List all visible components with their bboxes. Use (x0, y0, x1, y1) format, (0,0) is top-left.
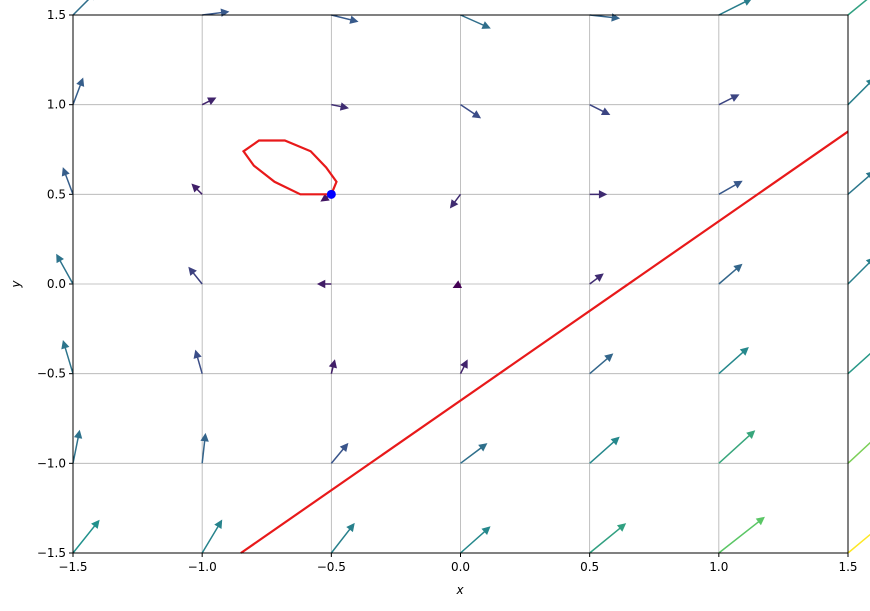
quiver-arrow (188, 266, 203, 285)
quiver-arrow (589, 190, 608, 199)
x-tick-label: −1.0 (188, 560, 217, 574)
y-tick-label: −1.5 (37, 546, 66, 560)
quiver-arrow (847, 352, 870, 375)
trajectory (241, 139, 338, 196)
y-tick-label: 1.0 (47, 98, 66, 112)
quiver-arrow (320, 193, 332, 202)
quiver-arrow (200, 432, 209, 464)
quiver-arrow (460, 14, 491, 29)
quiver-arrow (191, 183, 203, 195)
quiver-arrow (193, 349, 203, 374)
quiver-arrow (718, 94, 740, 106)
quiver-arrow (718, 516, 765, 554)
quiver-arrow (718, 346, 749, 375)
x-axis-label: x (455, 583, 464, 597)
x-tick-label: −0.5 (317, 560, 346, 574)
x-tick-label: 0.0 (451, 560, 470, 574)
start-point (326, 189, 336, 199)
quiver-arrow (56, 253, 74, 285)
quiver-arrow (718, 263, 743, 285)
quiver-arrow (589, 353, 614, 375)
quiver-arrow (330, 442, 349, 464)
y-tick-label: 0.5 (47, 187, 66, 201)
quiver-arrow (331, 14, 359, 24)
quiver-arrow (331, 102, 349, 111)
quiver-arrow (460, 526, 491, 554)
quiver-arrow (72, 429, 83, 464)
quiver-arrow (718, 0, 752, 16)
quiver-arrow (847, 441, 870, 464)
quiver-arrow (72, 519, 100, 554)
quiver-arrow (316, 279, 332, 289)
quiver-arrow (847, 258, 870, 285)
quiver-arrow (460, 104, 482, 119)
quiver-arrow (589, 103, 611, 116)
quiver-arrow (328, 359, 337, 374)
y-axis-label: y (9, 280, 23, 289)
quiver-arrow (589, 436, 620, 464)
quiver-arrow (72, 77, 85, 105)
quiver-arrow (61, 167, 74, 195)
x-tick-label: 1.5 (838, 560, 857, 574)
quiver-arrow (201, 519, 223, 554)
x-tick-label: −1.5 (58, 560, 87, 574)
quiver-arrow (847, 0, 868, 16)
quiver-arrow (202, 8, 230, 17)
quiver-arrow (459, 359, 468, 375)
quiver-arrow (847, 79, 870, 106)
quiver-arrow (718, 180, 743, 195)
quiver-arrow (330, 522, 355, 554)
y-tick-label: −0.5 (37, 367, 66, 381)
plot-frame (72, 14, 849, 554)
trajectory (240, 130, 849, 554)
quiver-arrow (452, 280, 463, 288)
y-tick-label: −1.0 (37, 456, 66, 470)
y-tick-label: 1.5 (47, 8, 66, 22)
quiver-arrow (847, 533, 870, 554)
quiver-arrow (847, 172, 870, 195)
quiver-arrow (589, 523, 627, 554)
y-tick-label: 0.0 (47, 277, 66, 291)
quiver-arrow (61, 340, 74, 374)
quiver-arrow (718, 430, 756, 464)
quiver-arrow (449, 193, 462, 209)
quiver-arrow (460, 443, 488, 464)
quiver-arrow (72, 0, 94, 16)
quiver-arrow (589, 273, 604, 285)
x-tick-label: 1.0 (709, 560, 728, 574)
quiver-arrow (201, 97, 217, 106)
x-tick-label: 0.5 (580, 560, 599, 574)
